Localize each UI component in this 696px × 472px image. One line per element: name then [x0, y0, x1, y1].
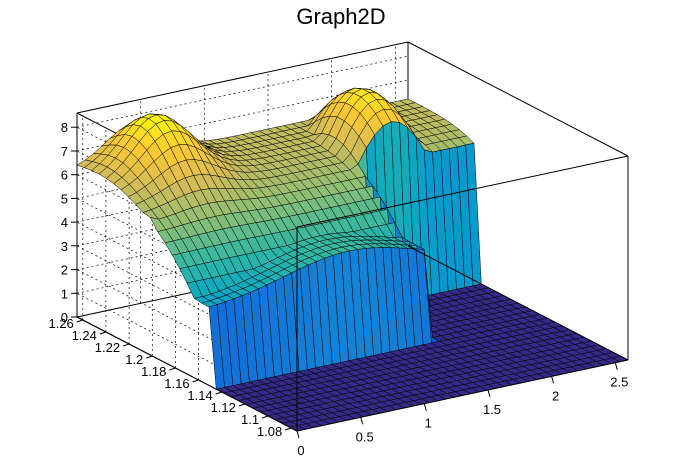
y-tick: [122, 343, 130, 347]
chart-title: Graph2D: [296, 4, 385, 29]
y-tick-label: 1.2: [125, 352, 143, 367]
x-tick-label: 0.5: [356, 429, 374, 444]
x-tick: [551, 376, 555, 384]
y-tick-label: 1.14: [187, 388, 212, 403]
frame-front-edges: [296, 41, 629, 360]
frame-edge: [296, 155, 629, 228]
x-tick: [360, 417, 364, 425]
frame-edge: [76, 41, 409, 114]
y-tick-label: 1.08: [257, 424, 282, 439]
gridline-z: [76, 150, 409, 223]
surface-mesh: [76, 87, 629, 432]
z-tick-label: 1: [61, 286, 68, 301]
y-tick: [192, 379, 199, 383]
y-tick: [285, 427, 292, 431]
y-tick: [261, 415, 269, 419]
y-tick-label: 1.24: [72, 328, 97, 343]
y-tick: [99, 331, 107, 335]
gridline-z: [76, 55, 409, 128]
y-axis-line: [76, 316, 298, 432]
axes: 0 0.5 1 1.5 2 2.5 1.081.1 1.121.141.161.181.2 1.…: [48, 120, 628, 458]
y-tick: [238, 403, 246, 407]
x-tick: [487, 389, 491, 398]
y-tick: [76, 319, 83, 323]
y-tick-label: 1.22: [95, 340, 120, 355]
x-tick-label: 0: [297, 443, 304, 458]
gridline-z: [76, 174, 409, 247]
x-axis-line: [296, 359, 629, 432]
y-tick: [146, 355, 153, 359]
z-tick-label: 5: [61, 191, 68, 206]
y-tick: [215, 391, 222, 395]
z-tick-label: 0: [61, 310, 68, 325]
z-tick-label: 3: [61, 239, 68, 254]
z-tick-label: 8: [61, 120, 68, 135]
y-tick-label: 1.26: [48, 316, 73, 331]
x-tick: [296, 430, 300, 439]
y-tick-label: 1.16: [164, 376, 189, 391]
x-tick: [614, 362, 618, 370]
y-tick-label: 1.18: [141, 364, 166, 379]
z-tick-label: 2: [61, 263, 68, 278]
z-tick-label: 6: [61, 168, 68, 183]
x-tick-label: 1.5: [483, 402, 501, 417]
x-tick-label: 2: [552, 388, 559, 403]
gridline-z: [76, 221, 409, 294]
x-tick-label: 2.5: [610, 375, 628, 390]
frame-edge: [407, 41, 629, 157]
y-tick: [169, 367, 176, 371]
y-tick-label: 1.12: [211, 400, 236, 415]
x-tick: [423, 403, 427, 411]
x-tick-label: 1: [425, 416, 432, 431]
z-tick-label: 7: [61, 144, 68, 159]
x-axis-end: [407, 245, 629, 361]
y-tick-label: 1.1: [241, 412, 259, 427]
z-tick-label: 4: [61, 215, 68, 230]
gridline-z: [76, 198, 409, 270]
